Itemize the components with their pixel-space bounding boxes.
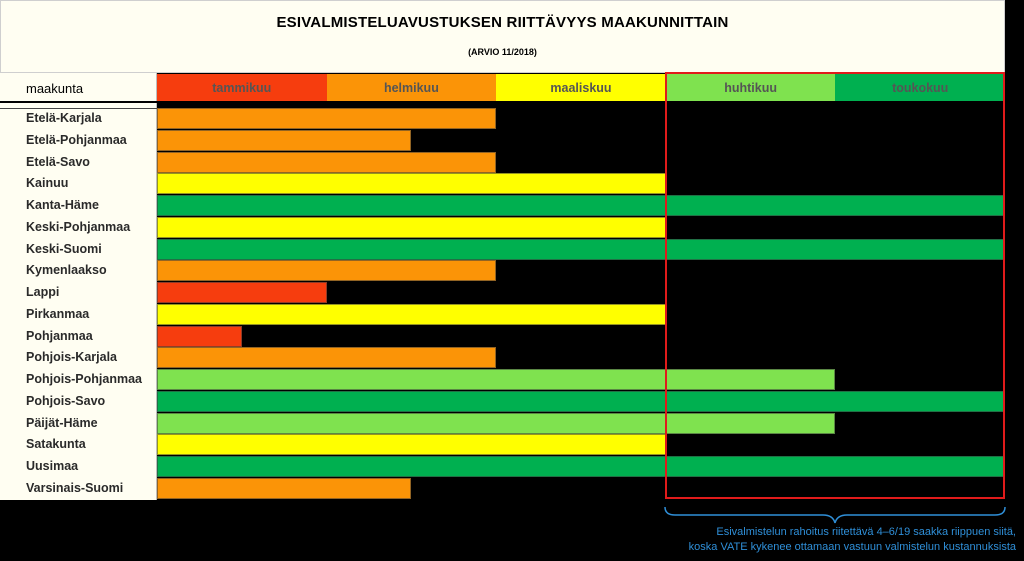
month-header-helmikuu: helmikuu (326, 74, 497, 101)
month-header-maaliskuu: maaliskuu (496, 74, 666, 101)
bar-pohjois-pohjanmaa (157, 369, 836, 390)
bar-pirkanmaa (157, 303, 666, 325)
curly-brace (664, 506, 1006, 524)
month-header-huhtikuu: huhtikuu (665, 74, 836, 101)
chart-title: ESIVALMISTELUAVUSTUKSEN RIITTÄVYYS MAAKU… (276, 14, 729, 31)
category-label: Etelä-Savo (26, 154, 90, 169)
bar-pohjanmaa (157, 325, 242, 347)
category-label: Kanta-Häme (26, 198, 99, 212)
bar-kanta-häme (157, 195, 1005, 216)
note-line-2: koska VATE kykenee ottamaan vastuun valm… (688, 541, 1016, 553)
category-label: Lappi (26, 285, 60, 299)
category-header: maakunta (0, 73, 157, 103)
bar-keski-suomi (157, 238, 1005, 260)
bar-etelä-karjala (157, 108, 497, 129)
funding-note: Esivalmistelun rahoitus riitettävä 4–6/1… (600, 525, 1016, 555)
category-label: Pohjanmaa (26, 328, 93, 343)
category-label: Kainuu (26, 176, 69, 191)
category-label: Päijät-Häme (26, 415, 98, 430)
month-header-toukokuu: toukokuu (835, 74, 1005, 101)
category-label: Pohjois-Karjala (26, 350, 117, 365)
month-header-tammikuu: tammikuu (157, 74, 327, 101)
highlight-frame (665, 72, 1005, 499)
header-divider (0, 108, 157, 109)
bar-varsinais-suomi (157, 477, 412, 499)
note-line-1: Esivalmistelun rahoitus riitettävä 4–6/1… (716, 526, 1016, 538)
bar-kymenlaakso (157, 260, 497, 282)
category-label: Varsinais-Suomi (26, 480, 124, 495)
bar-lappi (157, 282, 327, 303)
bar-päijät-häme (157, 412, 836, 434)
category-label: Uusimaa (26, 459, 79, 473)
bar-etelä-pohjanmaa (157, 129, 412, 151)
category-label: Etelä-Pohjanmaa (26, 132, 127, 147)
category-label: Pirkanmaa (26, 306, 90, 321)
bar-pohjois-savo (157, 390, 1005, 412)
category-label: Etelä-Karjala (26, 111, 102, 125)
bar-keski-pohjanmaa (157, 216, 666, 238)
chart-subtitle: (ARVIO 11/2018) (468, 47, 537, 57)
bar-satakunta (157, 434, 666, 456)
bar-uusimaa (157, 456, 1005, 477)
bar-etelä-savo (157, 151, 497, 173)
category-label: Pohjois-Pohjanmaa (26, 372, 142, 386)
category-label: Pohjois-Savo (26, 393, 106, 408)
title-panel: ESIVALMISTELUAVUSTUKSEN RIITTÄVYYS MAAKU… (0, 0, 1005, 73)
category-label: Keski-Suomi (26, 241, 102, 256)
bar-pohjois-karjala (157, 347, 497, 369)
category-header-label: maakunta (26, 81, 84, 96)
category-label: Kymenlaakso (26, 263, 107, 278)
category-panel: maakunta Etelä-Karjala Etelä-Pohjanmaa Ete… (0, 73, 157, 500)
category-label: Keski-Pohjanmaa (26, 219, 131, 234)
category-label: Satakunta (26, 437, 86, 452)
bar-kainuu (157, 173, 666, 195)
